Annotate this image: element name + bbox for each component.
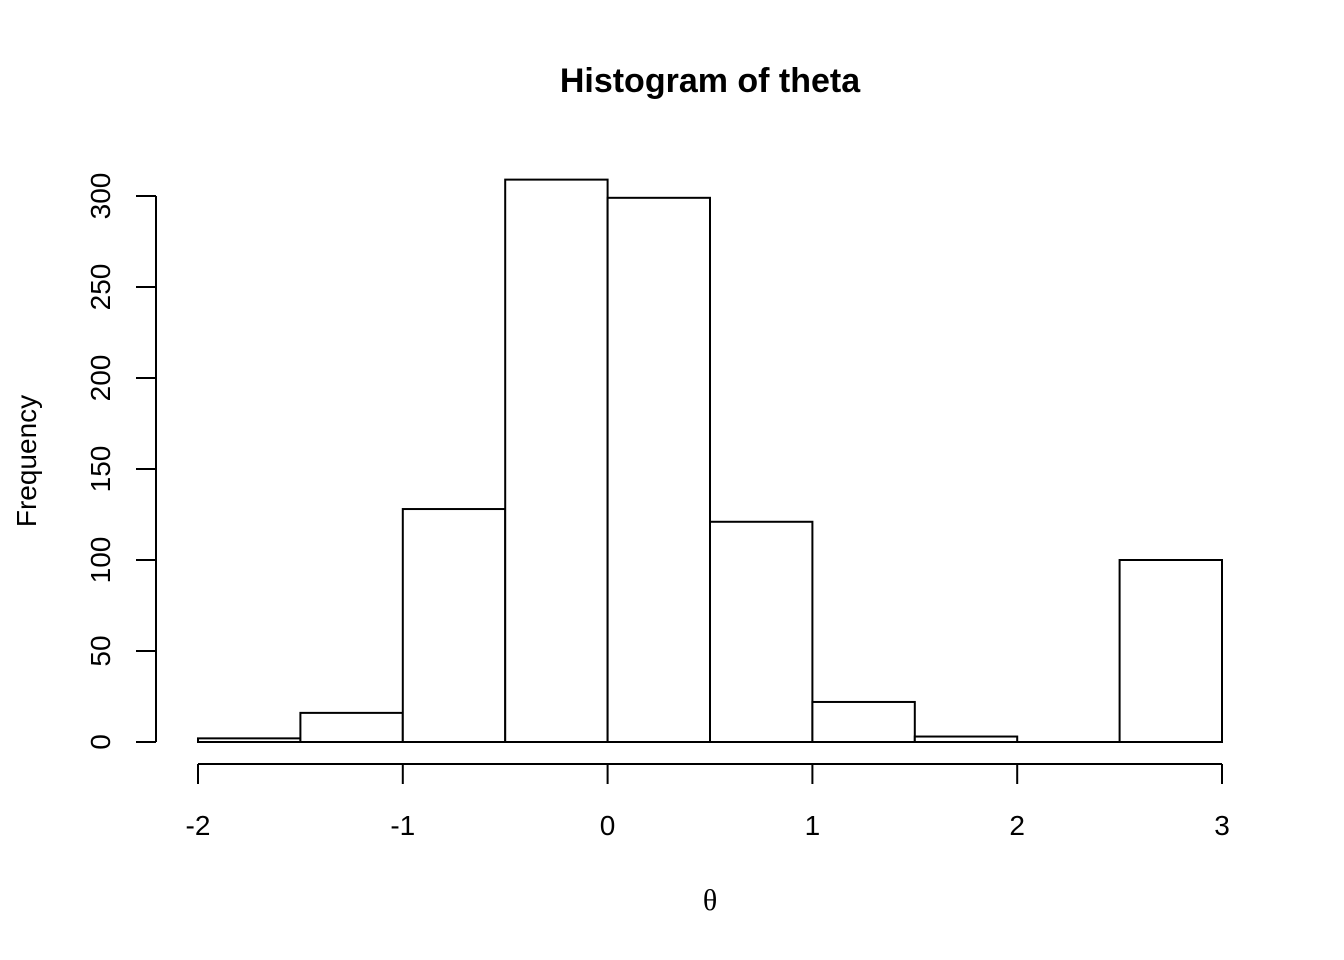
histogram-bar-3 <box>504 178 609 743</box>
y-tick-label: 0 <box>85 734 116 750</box>
y-tick-label: 200 <box>85 355 116 402</box>
x-tick-label: -1 <box>390 810 415 841</box>
y-tick-label: 300 <box>85 173 116 220</box>
chart-title: Histogram of theta <box>560 62 861 100</box>
x-tick-label: -2 <box>186 810 211 841</box>
x-tick-label: 0 <box>600 810 616 841</box>
histogram-bar-4 <box>606 196 711 743</box>
histogram-bar-6 <box>811 700 916 744</box>
bars-group <box>197 178 1223 744</box>
y-tick-label: 150 <box>85 446 116 493</box>
histogram-bar-1 <box>299 711 404 744</box>
y-axis-label: Frequency <box>11 395 42 527</box>
x-tick-label: 1 <box>805 810 821 841</box>
histogram-bar-9 <box>1118 559 1223 743</box>
x-tick-label: 2 <box>1009 810 1025 841</box>
x-axis-label: θ <box>703 884 717 917</box>
y-axis: 0 50 100 150 200 250 300 <box>85 173 157 750</box>
y-tick-label: 50 <box>85 635 116 666</box>
histogram-bar-5 <box>709 520 814 744</box>
histogram-bar-2 <box>401 508 507 744</box>
y-tick-label: 250 <box>85 264 116 311</box>
x-axis: -2 -1 0 1 2 3 <box>186 763 1230 841</box>
y-tick-label: 100 <box>85 537 116 584</box>
x-tick-label: 3 <box>1214 810 1230 841</box>
